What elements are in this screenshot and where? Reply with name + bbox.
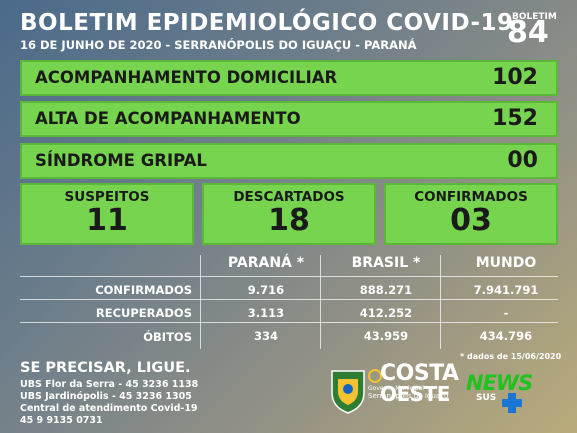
row-label-recuperados: RECUPERADOS xyxy=(95,306,192,320)
table-divider xyxy=(20,322,558,323)
city-label: Serranópolis do Iguaçu xyxy=(368,392,449,400)
row-label-confirmados: CONFIRMADOS xyxy=(95,283,192,297)
row-sindrome-gripal: SÍNDROME GRIPAL 00 xyxy=(20,143,558,179)
table-cell: 888.271 xyxy=(359,283,413,297)
boletim-number: 84 xyxy=(507,15,549,50)
row-value: 00 xyxy=(507,148,538,173)
box-suspeitos: SUSPEITOS 11 xyxy=(20,183,194,245)
box-label: CONFIRMADOS xyxy=(414,189,528,205)
box-value: 11 xyxy=(86,203,128,238)
page-subtitle: 16 DE JUNHO DE 2020 - SERRANÓPOLIS DO IG… xyxy=(20,38,417,52)
table-divider xyxy=(200,255,201,349)
gov-label: Governo Municipal xyxy=(368,385,424,392)
table-cell: 3.113 xyxy=(247,306,285,320)
row-label-obitos: ÓBITOS xyxy=(143,330,192,344)
stats-table: PARANÁ * BRASIL * MUNDO CONFIRMADOS 9.71… xyxy=(20,253,558,349)
sus-cross-icon xyxy=(502,393,522,413)
brand-costa: COSTA xyxy=(380,361,459,386)
col-header-parana: PARANÁ * xyxy=(227,255,305,271)
sus-logo: SUS xyxy=(476,393,497,403)
help-title: SE PRECISAR, LIGUE. xyxy=(20,360,191,376)
table-cell: 43.959 xyxy=(363,329,409,343)
row-label: SÍNDROME GRIPAL xyxy=(35,151,207,170)
box-value: 03 xyxy=(450,203,492,238)
row-label: ALTA DE ACOMPANHAMENTO xyxy=(35,109,301,128)
boletim-label: BOLETIM xyxy=(512,12,557,22)
municipal-crest-icon xyxy=(331,370,365,414)
row-value: 152 xyxy=(492,106,538,131)
table-cell: 9.716 xyxy=(247,283,285,297)
table-cell: 412.252 xyxy=(359,306,413,320)
help-line: UBS Jardinópolis - 45 3236 1305 xyxy=(20,391,192,402)
col-header-brasil: BRASIL * xyxy=(351,255,421,271)
table-divider xyxy=(320,255,321,349)
col-header-mundo: MUNDO xyxy=(475,255,537,271)
brand-oeste: OESTE xyxy=(380,382,450,406)
table-cell: 334 xyxy=(253,329,278,343)
table-cell: - xyxy=(503,306,509,320)
box-label: DESCARTADOS xyxy=(233,189,345,205)
help-line: Central de atendimento Covid-19 xyxy=(20,403,198,414)
box-descartados: DESCARTADOS 18 xyxy=(202,183,376,245)
page-title: BOLETIM EPIDEMIOLÓGICO COVID-19 xyxy=(20,10,514,36)
box-confirmados: CONFIRMADOS 03 xyxy=(384,183,558,245)
data-note: * dados de 15/06/2020 xyxy=(460,352,562,361)
table-cell: 434.796 xyxy=(479,329,533,343)
table-divider xyxy=(20,276,558,277)
table-divider xyxy=(20,299,558,300)
box-value: 18 xyxy=(268,203,310,238)
table-cell: 7.941.791 xyxy=(473,283,539,297)
row-acompanhamento-domiciliar: ACOMPANHAMENTO DOMICILIAR 102 xyxy=(20,60,558,96)
help-line: UBS Flor da Serra - 45 3236 1138 xyxy=(20,379,199,390)
news-logo: NEWS xyxy=(466,371,533,395)
box-label: SUSPEITOS xyxy=(64,189,150,205)
swirl-logo-icon xyxy=(368,369,382,383)
row-label: ACOMPANHAMENTO DOMICILIAR xyxy=(35,68,338,87)
row-value: 102 xyxy=(492,65,538,90)
table-divider xyxy=(440,255,441,349)
logos: Governo Municipal Serranópolis do Iguaçu… xyxy=(328,363,558,423)
help-line: 45 9 9135 0731 xyxy=(20,415,103,426)
row-alta-acompanhamento: ALTA DE ACOMPANHAMENTO 152 xyxy=(20,101,558,137)
